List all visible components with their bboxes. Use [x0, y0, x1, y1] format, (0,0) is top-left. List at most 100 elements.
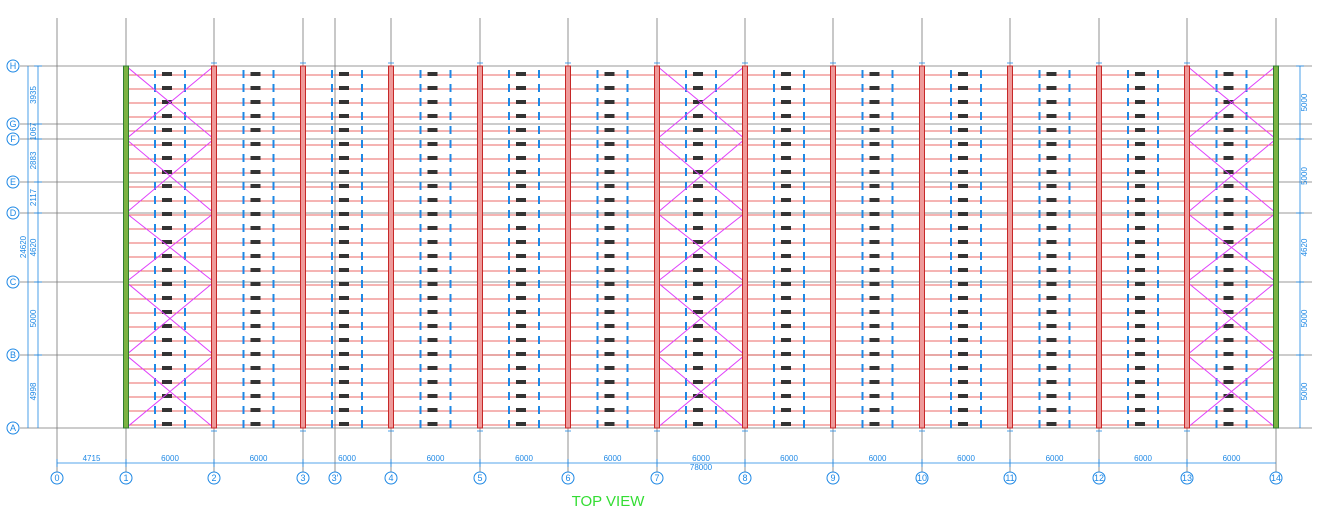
- tag: [1215, 266, 1218, 274]
- tag: [1046, 170, 1057, 174]
- tag: [449, 196, 452, 204]
- tag: [250, 422, 261, 426]
- tag: [339, 100, 349, 104]
- tag: [781, 282, 791, 286]
- tag: [891, 210, 894, 218]
- tag: [508, 154, 510, 162]
- tag: [958, 156, 968, 160]
- tag: [891, 112, 894, 120]
- tag: [508, 350, 510, 358]
- tag: [891, 168, 894, 176]
- tag: [958, 72, 968, 76]
- tag: [242, 308, 245, 316]
- tag: [508, 308, 510, 316]
- tag: [685, 378, 687, 386]
- tag: [958, 352, 968, 356]
- tag: [1223, 114, 1234, 118]
- tag: [508, 392, 510, 400]
- dim-text: 4715: [83, 454, 101, 463]
- tag: [1245, 406, 1248, 414]
- tag: [715, 196, 717, 204]
- tag: [1215, 210, 1218, 218]
- tag: [685, 266, 687, 274]
- tag: [1068, 210, 1071, 218]
- tag: [250, 240, 261, 244]
- tag: [950, 210, 952, 218]
- tag: [715, 336, 717, 344]
- tag: [604, 324, 615, 328]
- tag: [869, 338, 880, 342]
- tag: [693, 240, 703, 244]
- tag: [685, 364, 687, 372]
- tag: [891, 154, 894, 162]
- tag: [1157, 182, 1159, 190]
- tag: [419, 336, 422, 344]
- tag: [685, 280, 687, 288]
- tag: [869, 198, 880, 202]
- tag: [958, 408, 968, 412]
- tag: [419, 154, 422, 162]
- tag: [891, 70, 894, 78]
- tag: [162, 86, 172, 90]
- tag: [272, 210, 275, 218]
- tag: [516, 408, 526, 412]
- tag: [958, 198, 968, 202]
- tag: [596, 392, 599, 400]
- tag: [1245, 210, 1248, 218]
- tag: [361, 70, 363, 78]
- tag: [869, 156, 880, 160]
- tag: [626, 294, 629, 302]
- tag: [449, 266, 452, 274]
- tag: [604, 226, 615, 230]
- tag: [508, 322, 510, 330]
- tag: [449, 406, 452, 414]
- tag: [958, 324, 968, 328]
- tag: [419, 182, 422, 190]
- tag: [1223, 184, 1234, 188]
- grid-label: H: [10, 61, 17, 71]
- tag: [715, 252, 717, 260]
- tag: [950, 336, 952, 344]
- tag: [891, 322, 894, 330]
- tag: [162, 170, 172, 174]
- tag: [596, 140, 599, 148]
- tag: [891, 182, 894, 190]
- tag: [693, 380, 703, 384]
- tag: [715, 224, 717, 232]
- tag: [1223, 240, 1234, 244]
- tag: [331, 126, 333, 134]
- dim-text: 6000: [1134, 454, 1152, 463]
- tag: [184, 420, 186, 428]
- tag: [1068, 364, 1071, 372]
- tag: [626, 378, 629, 386]
- brace: [656, 281, 746, 356]
- tag: [1223, 394, 1234, 398]
- tag: [419, 322, 422, 330]
- tag: [773, 406, 775, 414]
- tag: [1046, 212, 1057, 216]
- tag: [869, 100, 880, 104]
- grid-bubble: [6, 132, 20, 146]
- tag: [1135, 268, 1145, 272]
- tag: [1157, 392, 1159, 400]
- tag: [604, 352, 615, 356]
- tag: [1068, 98, 1071, 106]
- tag: [685, 196, 687, 204]
- tag: [1135, 380, 1145, 384]
- tag: [162, 394, 172, 398]
- tag: [1157, 294, 1159, 302]
- tag: [1215, 70, 1218, 78]
- view-title: TOP VIEW: [572, 493, 646, 510]
- tag: [361, 252, 363, 260]
- tag: [958, 86, 968, 90]
- tag: [626, 252, 629, 260]
- tag: [339, 380, 349, 384]
- tag: [626, 350, 629, 358]
- tag: [449, 294, 452, 302]
- tag: [596, 336, 599, 344]
- tag: [449, 98, 452, 106]
- grid-label: D: [10, 208, 17, 218]
- tag: [773, 168, 775, 176]
- tag: [250, 268, 261, 272]
